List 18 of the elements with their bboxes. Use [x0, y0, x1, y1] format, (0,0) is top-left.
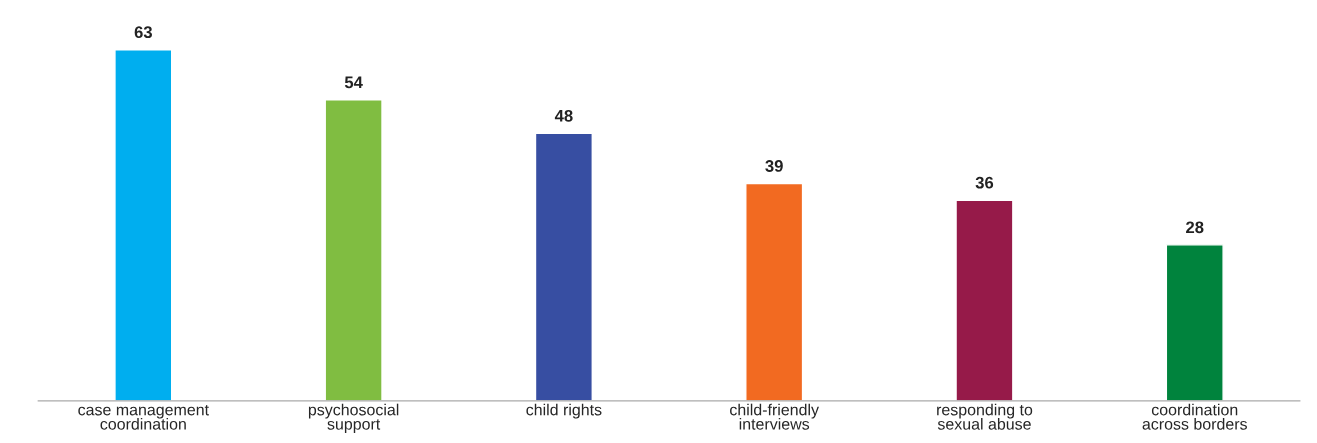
x-tick-label: coordination across borders — [1142, 403, 1247, 430]
bar — [534, 132, 593, 401]
bar — [1165, 244, 1224, 401]
data-label: 48 — [554, 109, 573, 122]
x-tick-label: child rights — [526, 403, 602, 419]
data-label: 36 — [975, 176, 994, 189]
x-tick-label: psychosocial support — [308, 403, 399, 433]
x-tick-label: responding to sexual abuse — [937, 403, 1033, 430]
data-label: 63 — [134, 26, 152, 39]
bar — [955, 199, 1014, 401]
bar — [114, 49, 173, 401]
bar — [324, 99, 383, 401]
data-label: 28 — [1186, 221, 1204, 234]
data-label: 54 — [344, 76, 363, 89]
bar — [745, 182, 804, 401]
data-label: 39 — [765, 160, 783, 172]
x-tick-label: case management coordination — [78, 404, 209, 430]
x-tick-label: child-friendly interviews — [730, 403, 819, 430]
